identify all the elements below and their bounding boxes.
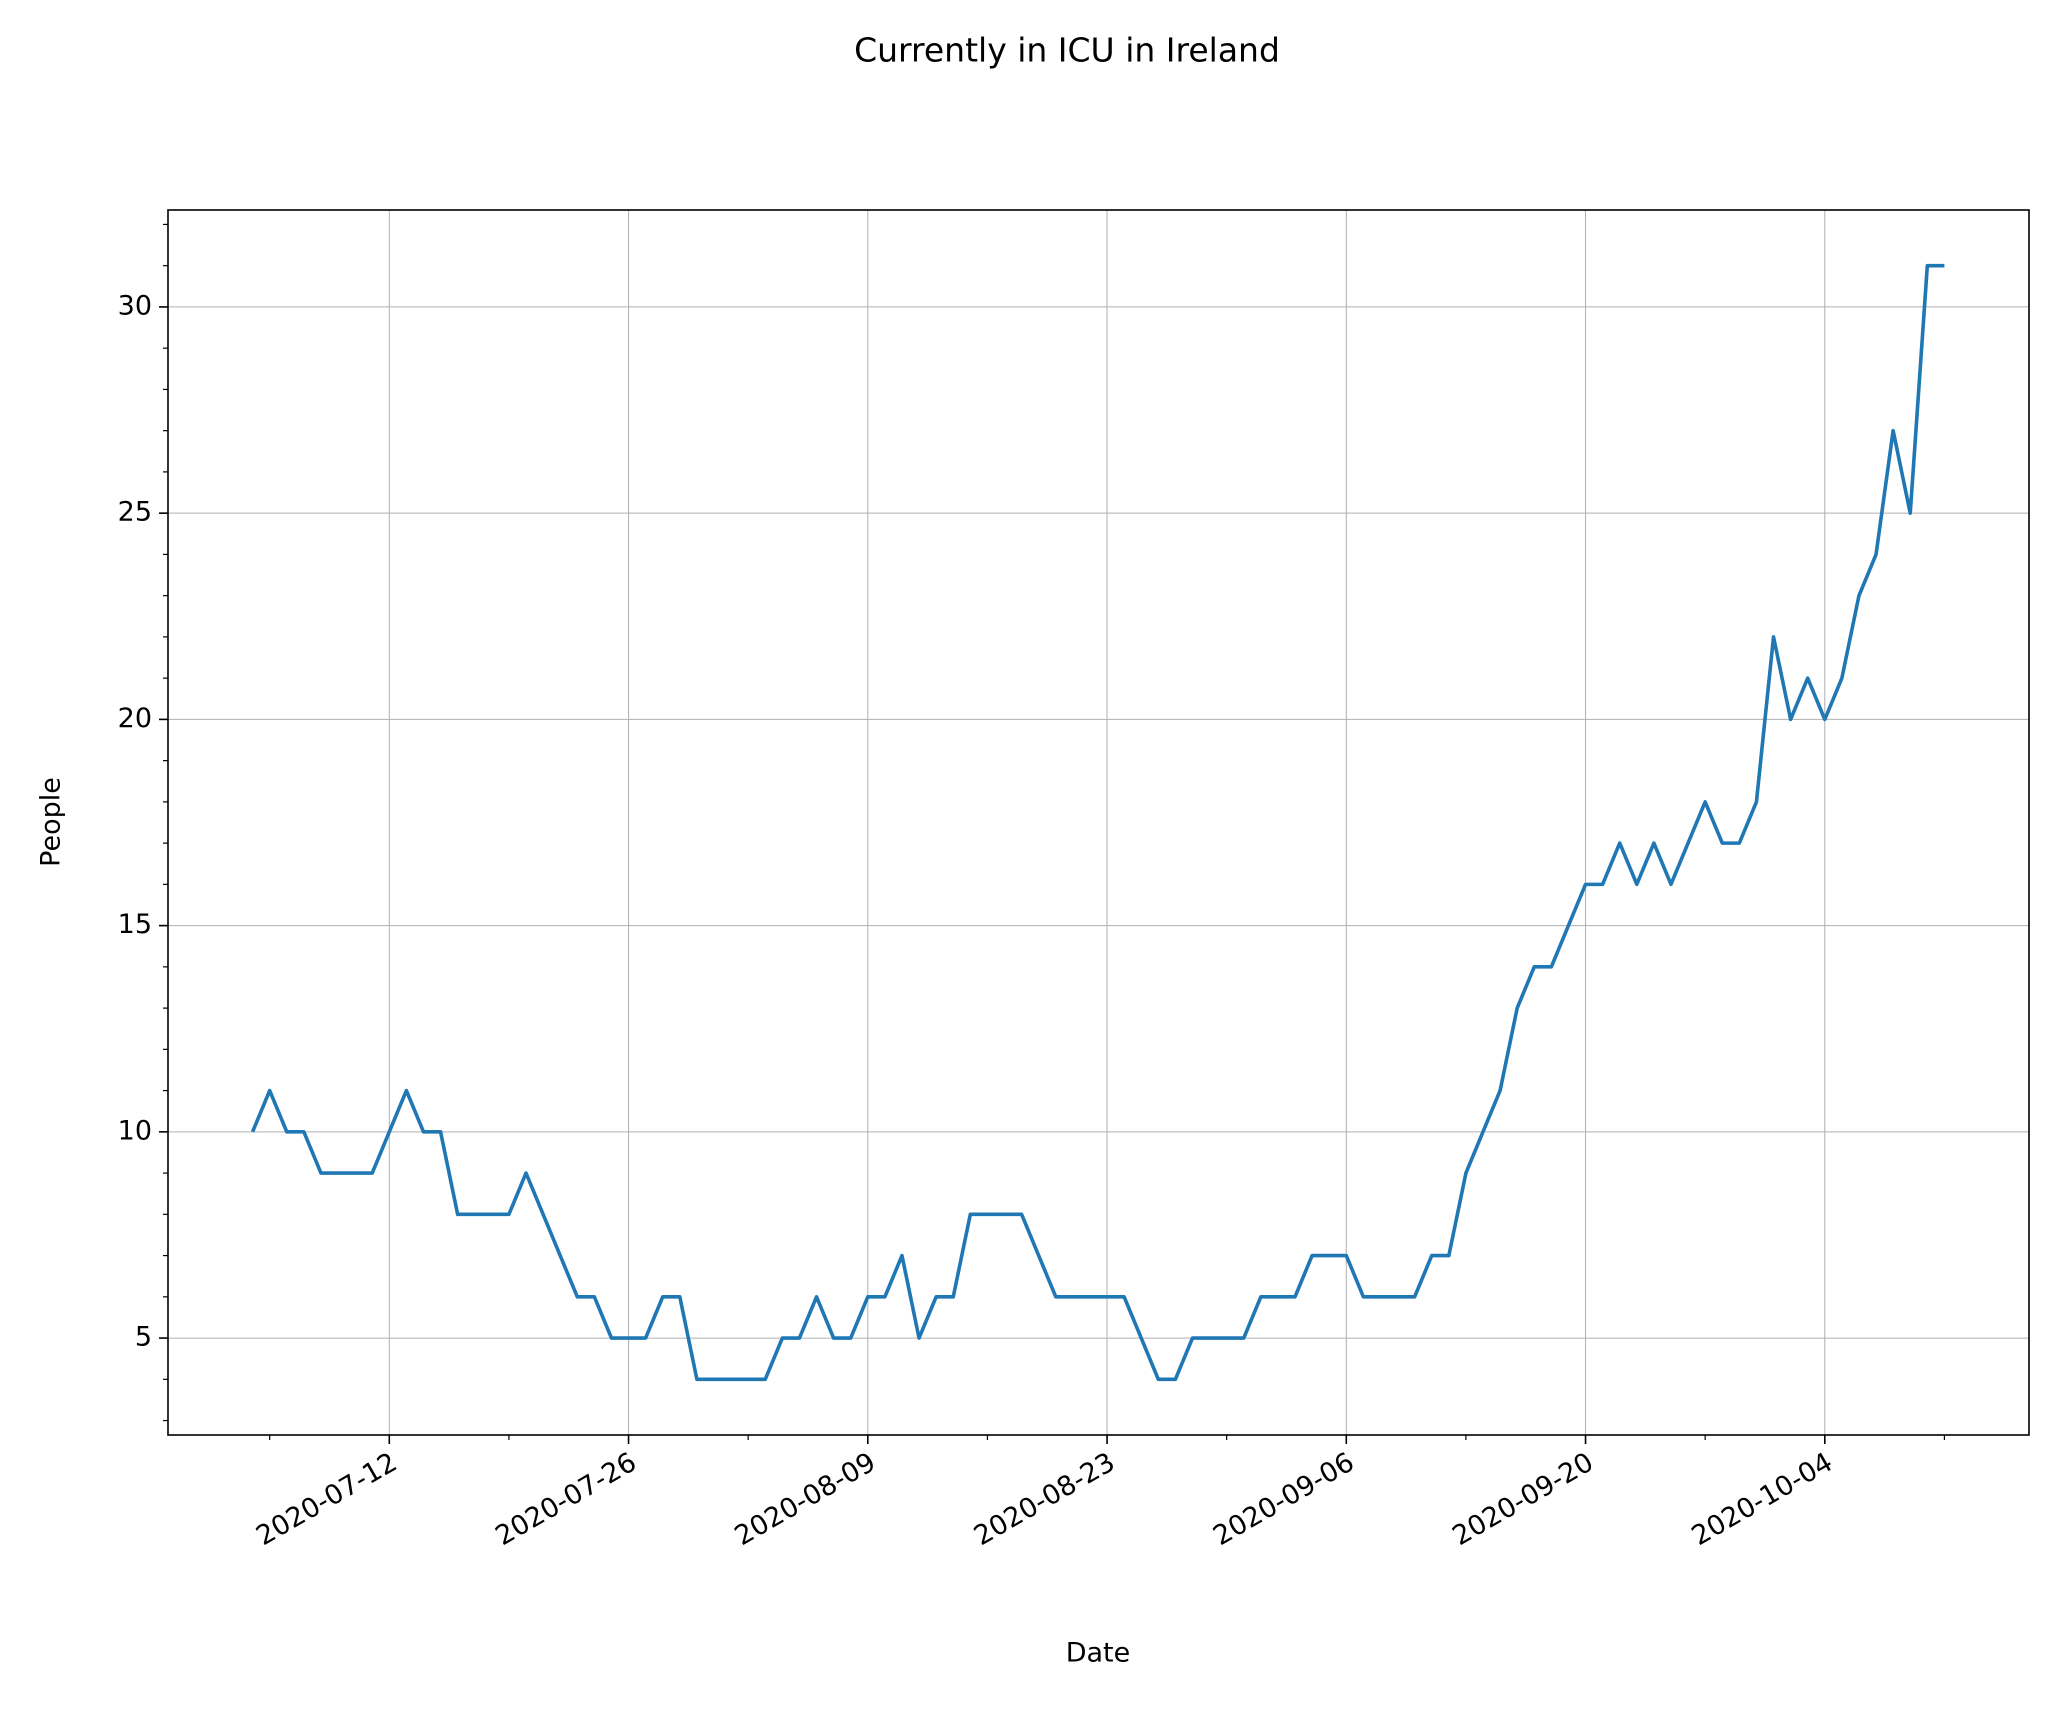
y-tick-label: 15 [118,909,152,940]
x-axis-label: Date [1066,1638,1131,1669]
y-axis-label: People [36,777,67,867]
y-tick-label: 10 [118,1115,152,1146]
y-tick-label: 25 [118,497,152,528]
y-tick-label: 20 [118,703,152,734]
y-tick-label: 5 [135,1322,152,1353]
y-tick-label: 30 [118,290,152,321]
chart-title: Currently in ICU in Ireland [854,31,1280,70]
plot-frame [167,209,2030,1436]
data-line [250,263,1945,1382]
